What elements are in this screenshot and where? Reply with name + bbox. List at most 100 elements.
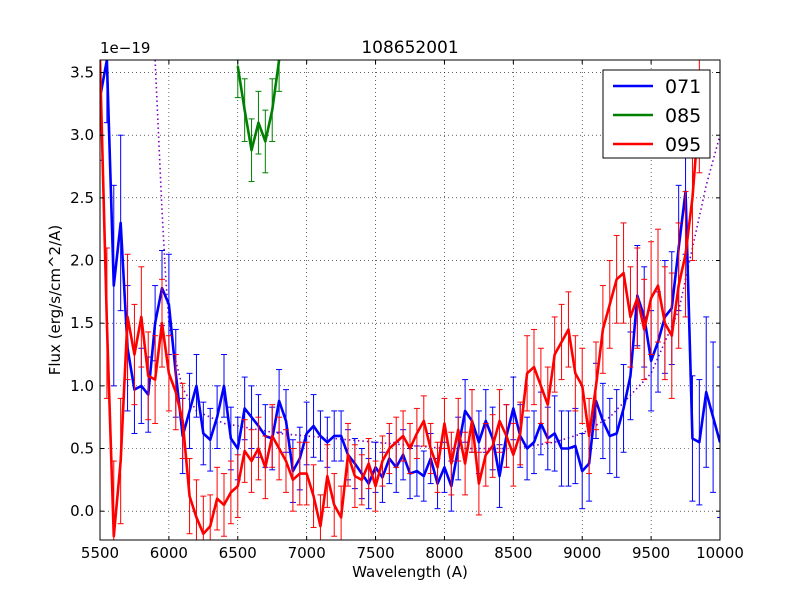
data-point: [209, 525, 212, 528]
x-tick-label: 9000: [563, 544, 601, 562]
data-point: [615, 278, 618, 281]
series-line-095: [100, 60, 701, 538]
data-point: [416, 432, 418, 435]
data-point: [161, 322, 163, 324]
data-point: [271, 435, 274, 437]
data-point: [533, 441, 535, 444]
data-point: [223, 504, 225, 506]
data-point: [567, 447, 570, 450]
data-point: [264, 466, 267, 469]
data-point: [581, 470, 584, 472]
data-point: [622, 272, 625, 274]
y-tick-label: 1.5: [70, 314, 94, 332]
data-point: [333, 504, 336, 506]
data-point: [512, 407, 515, 410]
series-085: [234, 60, 283, 183]
data-point: [560, 341, 563, 343]
data-point: [250, 416, 253, 418]
series-095: [100, 60, 703, 540]
data-point: [636, 297, 639, 299]
data-point: [243, 109, 246, 111]
data-point: [367, 462, 370, 465]
data-point: [326, 441, 329, 444]
y-axis-label: Flux (erg/s/cm^2/A): [46, 225, 64, 376]
data-point: [602, 420, 604, 422]
data-point: [257, 121, 260, 124]
data-point: [464, 410, 466, 412]
data-point: [498, 420, 501, 422]
data-point: [312, 425, 315, 427]
data-point: [243, 450, 246, 452]
data-point: [333, 435, 336, 437]
data-point: [450, 462, 453, 465]
data-point: [581, 385, 584, 387]
data-point: [154, 378, 156, 381]
data-point: [457, 428, 460, 431]
data-point: [298, 472, 301, 475]
data-point: [664, 322, 666, 324]
data-point: [236, 65, 239, 68]
data-point: [340, 435, 342, 437]
data-point: [567, 328, 570, 331]
data-point: [595, 385, 597, 387]
legend-label: 085: [665, 105, 701, 127]
data-point: [478, 482, 480, 485]
data-point: [285, 420, 287, 422]
data-point: [602, 328, 604, 331]
data-point: [712, 416, 714, 418]
data-point: [119, 460, 122, 462]
data-point: [498, 475, 501, 477]
data-point: [278, 400, 280, 402]
data-point: [168, 303, 170, 306]
data-point: [698, 441, 701, 444]
data-point: [443, 466, 446, 469]
data-point: [540, 385, 542, 387]
chart-title: 108652001: [361, 38, 458, 58]
data-point: [684, 253, 687, 256]
data-point: [312, 495, 315, 497]
y-offset-label: 1e−19: [100, 39, 150, 57]
data-point: [305, 472, 308, 475]
x-tick-label: 10000: [696, 544, 744, 562]
y-tick-label: 0.5: [70, 440, 94, 458]
data-point: [608, 303, 611, 306]
data-point: [250, 460, 253, 462]
data-point: [257, 447, 260, 450]
data-point: [429, 447, 432, 450]
data-point: [705, 391, 708, 393]
data-point: [505, 435, 508, 437]
data-point: [608, 435, 611, 437]
data-point: [223, 385, 225, 387]
data-point: [174, 391, 177, 393]
y-tick-label: 1.0: [70, 377, 94, 395]
data-point: [181, 420, 184, 422]
data-point: [526, 447, 528, 450]
data-point: [533, 366, 535, 368]
data-point: [615, 432, 618, 435]
data-point: [236, 485, 239, 487]
x-tick-label: 9500: [632, 544, 670, 562]
data-point: [402, 435, 404, 437]
data-point: [484, 453, 487, 456]
data-point: [388, 447, 391, 450]
data-point: [285, 460, 287, 462]
data-point: [478, 441, 480, 444]
x-tick-label: 5500: [81, 544, 119, 562]
data-point: [119, 222, 122, 224]
model-curve: [154, 60, 720, 450]
x-tick-label: 6500: [219, 544, 257, 562]
data-point: [326, 475, 329, 477]
x-tick-label: 6000: [150, 544, 188, 562]
data-point: [650, 359, 652, 362]
data-point: [471, 420, 473, 422]
data-point: [574, 445, 577, 447]
data-point: [250, 149, 253, 152]
data-point: [112, 284, 115, 287]
data-point: [512, 453, 515, 456]
data-point: [230, 437, 232, 440]
data-point: [574, 372, 577, 375]
data-point: [546, 403, 549, 406]
data-point: [395, 441, 398, 444]
data-point: [560, 447, 563, 450]
